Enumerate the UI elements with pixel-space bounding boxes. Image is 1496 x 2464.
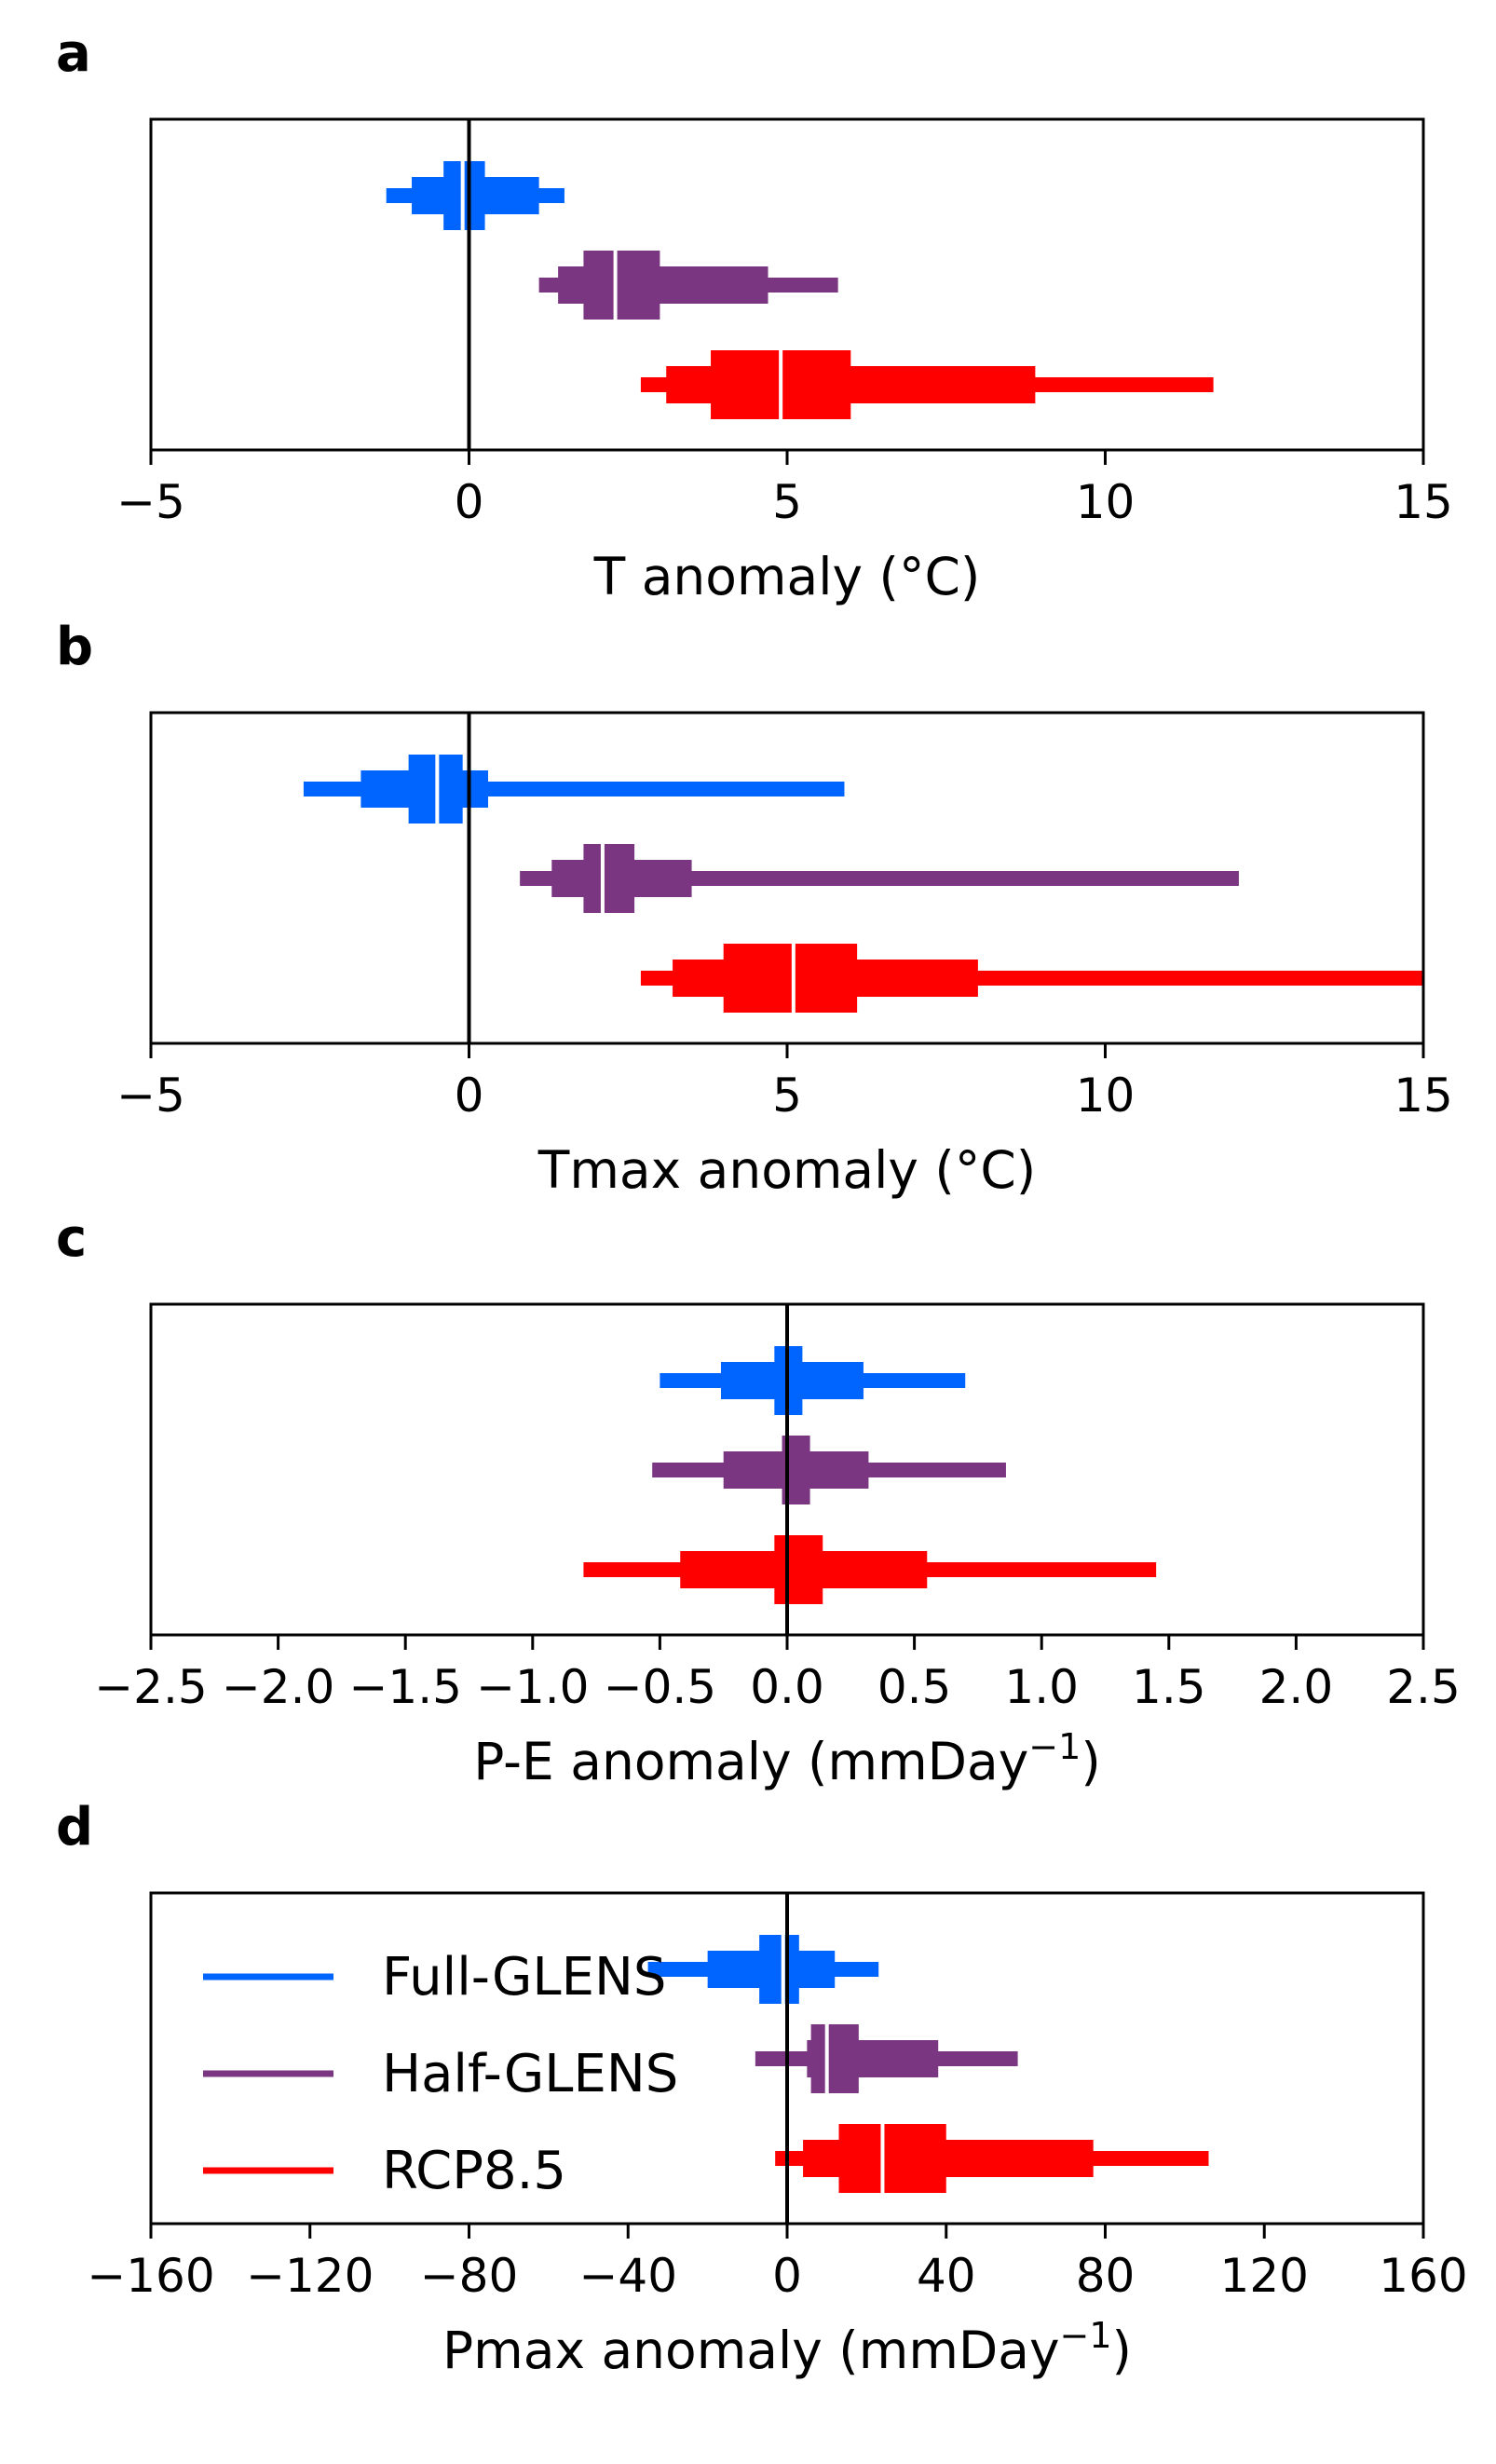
x-tick-label: −120 — [246, 2249, 374, 2303]
series-RCP8.5 — [640, 350, 1214, 419]
legend-label-Half-GLENS: Half-GLENS — [382, 2044, 678, 2104]
legend-label-Full-GLENS: Full-GLENS — [382, 1947, 666, 2008]
x-tick-label: −5 — [116, 1069, 185, 1123]
boxen-level-3 — [774, 1535, 823, 1604]
legend: Full-GLENS Half-GLENS RCP8.5 — [203, 1947, 678, 2201]
x-tick-label: −40 — [578, 2249, 677, 2303]
x-tick-label: 5 — [772, 475, 802, 529]
x-tick-label: 10 — [1076, 475, 1136, 529]
panel-letter-c: c — [56, 1208, 87, 1269]
panel-b: b −5 0 5 10 15 Tmax anomaly (°C) — [56, 617, 1453, 1200]
series-Full-GLENS — [303, 755, 845, 824]
x-tick-label: 40 — [917, 2249, 976, 2303]
panel-letter-b: b — [56, 617, 93, 677]
x-tick-label: −160 — [87, 2249, 214, 2303]
x-axis-label-main: T anomaly ( — [593, 547, 899, 606]
series-RCP8.5 — [640, 944, 1423, 1013]
boxen-level-3 — [583, 251, 660, 320]
x-axis-label-sup: −1 — [1028, 1726, 1081, 1767]
x-tick-label: −1.5 — [348, 1660, 461, 1714]
x-tick-label: 5 — [772, 1069, 802, 1123]
boxen-level-3 — [583, 844, 635, 913]
series-Half-GLENS — [520, 844, 1239, 913]
x-axis-label: Tmax anomaly (°C) — [537, 1140, 1037, 1200]
boxen-level-3 — [838, 2124, 946, 2193]
x-tick-label: 1.0 — [1004, 1660, 1079, 1714]
x-tick-label: −0.5 — [604, 1660, 716, 1714]
x-axis-label: P-E anomaly (mmDay−1) — [473, 1726, 1101, 1791]
series-Half-GLENS — [755, 2024, 1018, 2093]
x-tick-label: 80 — [1076, 2249, 1136, 2303]
x-axis-label: T anomaly (°C) — [593, 547, 981, 606]
x-tick-label: 10 — [1076, 1069, 1136, 1123]
series-RCP8.5 — [775, 2124, 1209, 2193]
x-tick-label: −5 — [116, 475, 185, 529]
series-Half-GLENS — [652, 1436, 1006, 1504]
x-tick-label: 0 — [772, 2249, 802, 2303]
x-tick-label: 2.5 — [1386, 1660, 1461, 1714]
x-axis-label-unit: °C) — [899, 547, 980, 606]
boxen-level-3 — [810, 2024, 859, 2093]
x-tick-label: 0.0 — [750, 1660, 824, 1714]
x-tick-label: −2.5 — [94, 1660, 207, 1714]
x-tick-label: 0.5 — [877, 1660, 952, 1714]
boxen-level-3 — [759, 1935, 799, 2004]
panel-letter-a: a — [56, 23, 91, 84]
x-axis-label-main: Pmax anomaly (mmDay — [442, 2321, 1060, 2380]
series-Full-GLENS — [386, 161, 564, 230]
series-Half-GLENS — [538, 251, 838, 320]
series-RCP8.5 — [583, 1535, 1157, 1604]
x-tick-label: 1.5 — [1132, 1660, 1206, 1714]
series-Full-GLENS — [660, 1346, 966, 1415]
x-tick-label: −1.0 — [476, 1660, 589, 1714]
x-tick-label: 160 — [1379, 2249, 1467, 2303]
x-tick-label: 0 — [455, 1069, 484, 1123]
x-axis-label-close: ) — [1081, 1732, 1100, 1791]
x-tick-label: 0 — [455, 475, 484, 529]
panel-letter-d: d — [56, 1797, 93, 1858]
boxen-level-1 — [520, 871, 1239, 886]
x-tick-label: 120 — [1220, 2249, 1309, 2303]
x-tick-label: 15 — [1394, 475, 1453, 529]
x-axis-label: Pmax anomaly (mmDay−1) — [442, 2315, 1132, 2380]
series-Full-GLENS — [647, 1935, 879, 2004]
panel-d: d −160 −120 −80 −40 0 40 80 120 160 Pmax anomaly (… — [56, 1797, 1468, 2380]
x-axis-label-sup: −1 — [1060, 2315, 1112, 2356]
legend-label-RCP8.5: RCP8.5 — [382, 2141, 566, 2201]
panel-c: c −2.5 −2.0 −1.5 −1.0 −0.5 0.0 0.5 1.0 1.5 2.0 2.5 P… — [56, 1208, 1461, 1791]
panel-a: a −5 0 5 10 15 T anomaly (°C) — [56, 23, 1453, 606]
x-axis-label-close: ) — [1112, 2321, 1132, 2380]
x-axis-label-main: Tmax anomaly ( — [537, 1140, 955, 1200]
x-tick-label: 2.0 — [1259, 1660, 1334, 1714]
x-tick-label: 15 — [1394, 1069, 1453, 1123]
x-tick-label: −2.0 — [222, 1660, 334, 1714]
x-axis-label-main: P-E anomaly (mmDay — [473, 1732, 1028, 1791]
x-tick-label: −80 — [420, 2249, 519, 2303]
x-axis-label-unit: °C) — [955, 1140, 1036, 1200]
boxen-level-3 — [723, 944, 858, 1013]
